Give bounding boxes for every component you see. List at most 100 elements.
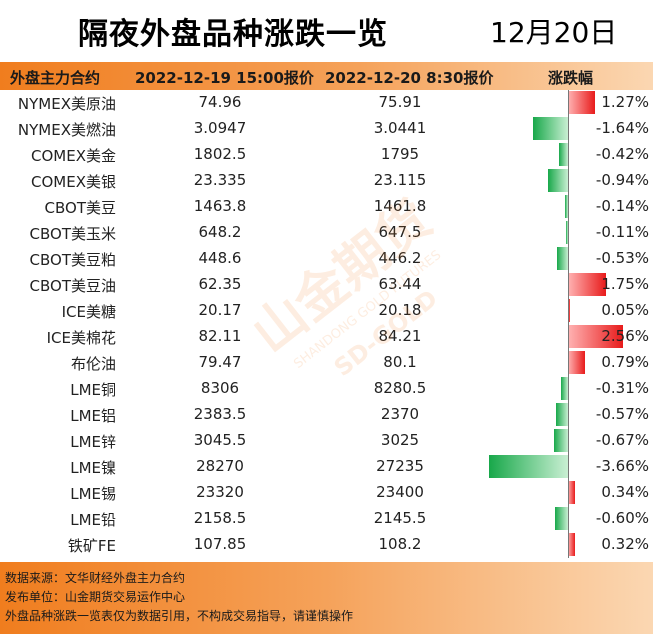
contract-name: ICE美糖 [61, 303, 116, 321]
change-bar [568, 481, 576, 504]
price-1: 648.2 [198, 223, 242, 241]
table-row: LME锌 3045.5 3025 -0.67% [0, 428, 653, 454]
change-percent: 1.75% [601, 275, 649, 293]
contract-name: NYMEX美燃油 [17, 121, 116, 139]
contract-name: COMEX美金 [31, 147, 116, 165]
change-bar [568, 533, 575, 556]
change-bar [568, 299, 570, 322]
contract-name: ICE美棉花 [46, 329, 116, 347]
change-percent: 2.56% [601, 327, 649, 345]
contract-name: CBOT美玉米 [29, 225, 116, 243]
header-change: 涨跌幅 [548, 69, 594, 87]
price-1: 1802.5 [193, 145, 247, 163]
table-row: LME铝 2383.5 2370 -0.57% [0, 402, 653, 428]
change-percent: -0.31% [595, 379, 649, 397]
price-2: 63.44 [378, 275, 422, 293]
table-row: CBOT美豆粕 448.6 446.2 -0.53% [0, 246, 653, 272]
table-row: NYMEX美燃油 3.0947 3.0441 -1.64% [0, 116, 653, 142]
contract-name: NYMEX美原油 [17, 95, 116, 113]
table-row: CBOT美玉米 648.2 647.5 -0.11% [0, 220, 653, 246]
price-1: 79.47 [198, 353, 242, 371]
price-2: 3.0441 [373, 119, 427, 137]
change-percent: 0.34% [601, 483, 649, 501]
table-row: NYMEX美原油 74.96 75.91 1.27% [0, 90, 653, 116]
change-bar [555, 403, 568, 426]
contract-name: CBOT美豆粕 [29, 251, 116, 269]
change-bar [555, 507, 568, 530]
contract-name: 铁矿FE [67, 537, 116, 555]
price-1: 3.0947 [193, 119, 247, 137]
price-2: 80.1 [383, 353, 417, 371]
contract-name: LME锌 [70, 433, 116, 451]
table-row: LME镍 28270 27235 -3.66% [0, 454, 653, 480]
change-bar [568, 351, 585, 374]
contract-name: LME铅 [70, 511, 116, 529]
header-name: 外盘主力合约 [10, 69, 101, 87]
table-row: LME铜 8306 8280.5 -0.31% [0, 376, 653, 402]
price-1: 20.17 [198, 301, 242, 319]
footer: 数据来源：文华财经外盘主力合约 发布单位：山金期货交易运作中心 外盘品种涨跌一览… [0, 562, 653, 634]
footer-disclaimer: 外盘品种涨跌一览表仅为数据引用，不构成交易指导，请谨慎操作 [5, 609, 354, 623]
price-2: 75.91 [378, 93, 422, 111]
date-label: 12月20日 [490, 16, 618, 49]
price-2: 23400 [376, 483, 424, 501]
zero-axis [568, 90, 569, 558]
price-2: 647.5 [378, 223, 422, 241]
change-percent: -1.64% [595, 119, 649, 137]
change-bar [561, 377, 568, 400]
price-1: 2158.5 [193, 509, 247, 527]
change-percent: -0.53% [595, 249, 649, 267]
change-percent: 0.32% [601, 535, 649, 553]
price-2: 2370 [380, 405, 420, 423]
price-2: 108.2 [378, 535, 422, 553]
table-row: COMEX美金 1802.5 1795 -0.42% [0, 142, 653, 168]
contract-name: 布伦油 [70, 355, 116, 373]
change-bar [564, 195, 568, 218]
header-price1: 2022-12-19 15:00报价 [135, 69, 314, 87]
change-bar [553, 429, 568, 452]
change-percent: 0.79% [601, 353, 649, 371]
contract-name: CBOT美豆 [44, 199, 116, 217]
price-1: 23320 [196, 483, 244, 501]
change-bar [532, 117, 568, 140]
table-row: ICE美棉花 82.11 84.21 2.56% [0, 324, 653, 350]
page-title: 隔夜外盘品种涨跌一览 [78, 17, 388, 52]
price-1: 3045.5 [193, 431, 247, 449]
price-2: 84.21 [378, 327, 422, 345]
change-bar [547, 169, 568, 192]
price-1: 1463.8 [193, 197, 247, 215]
table-row: 布伦油 79.47 80.1 0.79% [0, 350, 653, 376]
table-row: CBOT美豆 1463.8 1461.8 -0.14% [0, 194, 653, 220]
contract-name: COMEX美银 [31, 173, 116, 191]
change-bar [568, 91, 596, 114]
price-2: 1795 [380, 145, 420, 163]
change-percent: -0.14% [595, 197, 649, 215]
price-1: 8306 [200, 379, 240, 397]
change-bar [565, 221, 568, 244]
price-1: 62.35 [198, 275, 242, 293]
contract-name: LME铝 [70, 407, 116, 425]
change-bar [556, 247, 568, 270]
change-percent: -0.94% [595, 171, 649, 189]
price-2: 2145.5 [373, 509, 427, 527]
price-1: 23.335 [193, 171, 247, 189]
price-2: 3025 [380, 431, 420, 449]
change-percent: -0.11% [595, 223, 649, 241]
contract-name: CBOT美豆油 [29, 277, 116, 295]
table-row: LME锡 23320 23400 0.34% [0, 480, 653, 506]
price-2: 20.18 [378, 301, 422, 319]
price-1: 82.11 [198, 327, 242, 345]
price-1: 448.6 [198, 249, 242, 267]
change-bar [558, 143, 568, 166]
price-1: 2383.5 [193, 405, 247, 423]
change-percent: 1.27% [601, 93, 649, 111]
change-percent: 0.05% [601, 301, 649, 319]
price-2: 1461.8 [373, 197, 427, 215]
table-row: COMEX美银 23.335 23.115 -0.94% [0, 168, 653, 194]
table-row: 铁矿FE 107.85 108.2 0.32% [0, 532, 653, 558]
price-1: 28270 [196, 457, 244, 475]
price-2: 8280.5 [373, 379, 427, 397]
change-bar [568, 273, 606, 296]
change-percent: -0.60% [595, 509, 649, 527]
